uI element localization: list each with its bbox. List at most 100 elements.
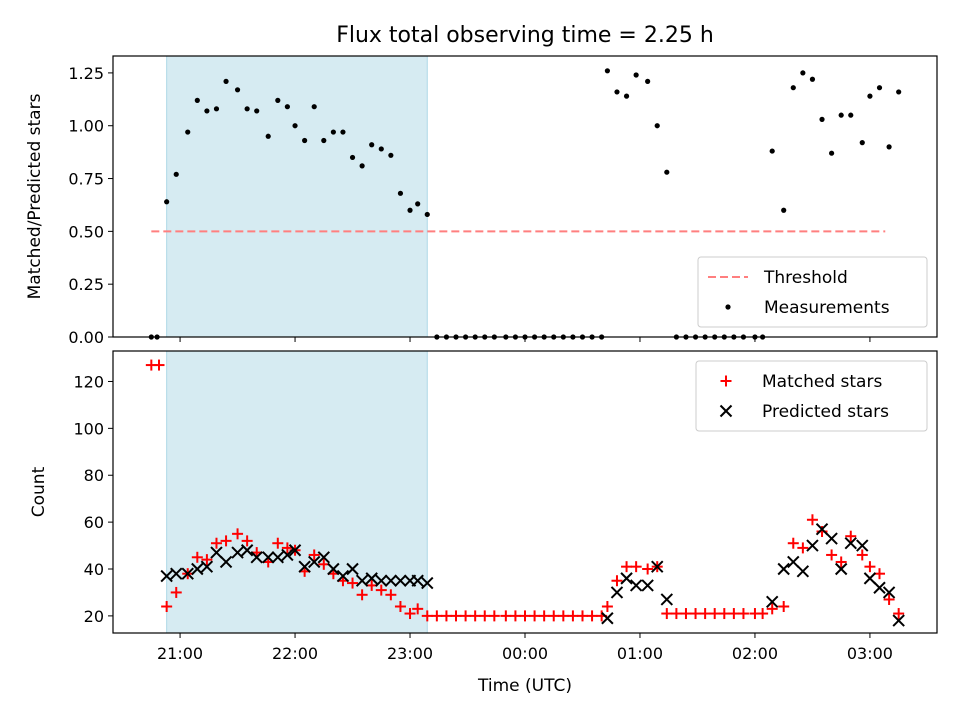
x-stroke-b xyxy=(892,614,905,627)
legend-label: Matched stars xyxy=(762,372,882,392)
matched-stars-series xyxy=(145,359,905,622)
matched-star-point xyxy=(412,603,424,615)
x-stroke-b xyxy=(834,562,848,576)
matched-star-point xyxy=(272,537,284,549)
measurement-point xyxy=(769,148,775,154)
measurement-point xyxy=(848,112,854,118)
y-tick-label: 1.25 xyxy=(68,64,104,83)
measurement-point xyxy=(321,137,327,144)
predicted-star-point xyxy=(411,574,424,587)
matched-star-point xyxy=(488,610,500,622)
matched-star-point xyxy=(766,603,778,615)
matched-star-point xyxy=(421,610,433,622)
x-tick-label: 03:00 xyxy=(847,644,893,663)
x-stroke-b xyxy=(346,562,359,576)
matched-star-point xyxy=(210,537,222,549)
x-stroke-b xyxy=(777,562,790,576)
predicted-star-point xyxy=(240,544,254,557)
predicted-star-point xyxy=(787,555,800,569)
x-tick-label: 01:00 xyxy=(617,644,663,663)
matched-star-point xyxy=(232,528,244,540)
x-stroke-b xyxy=(271,551,285,564)
matched-star-point xyxy=(201,554,213,566)
predicted-star-point xyxy=(271,551,285,564)
x-stroke-b xyxy=(288,544,302,557)
matched-star-point xyxy=(728,608,740,620)
matched-star-point xyxy=(161,601,173,613)
x-stroke-b xyxy=(231,546,244,559)
predicted-star-point xyxy=(231,546,244,559)
predicted-star-point xyxy=(375,574,388,587)
matched-star-point xyxy=(845,530,857,542)
measurement-point xyxy=(397,190,404,196)
measurement-point xyxy=(330,129,336,135)
x-stroke-b xyxy=(629,579,643,592)
predicted-star-point xyxy=(806,539,819,552)
measurement-point xyxy=(819,116,825,122)
legend-label: Threshold xyxy=(763,268,848,288)
predicted-star-point xyxy=(250,551,263,564)
predicted-star-point xyxy=(298,560,311,573)
matched-star-point xyxy=(601,601,613,613)
x-stroke-b xyxy=(719,404,733,418)
measurement-point xyxy=(645,78,651,84)
measurement-point xyxy=(275,97,281,103)
x-stroke-b xyxy=(298,560,311,573)
measurement-point xyxy=(340,129,346,135)
x-stroke-b xyxy=(240,544,254,557)
x-stroke-b xyxy=(355,574,369,587)
measurement-point xyxy=(809,76,816,82)
x-stroke-b xyxy=(384,574,398,587)
observing-window-shade xyxy=(166,350,428,634)
x-stroke-b xyxy=(365,572,378,585)
predicted-star-point xyxy=(219,555,233,569)
measurement-point xyxy=(378,146,384,152)
matched-star-point xyxy=(680,608,692,620)
matched-star-point xyxy=(431,610,443,622)
predicted-star-point xyxy=(336,569,350,583)
legend-predicted-swatch xyxy=(719,404,733,418)
matched-star-point xyxy=(538,610,550,622)
y-axis-label: Count xyxy=(29,466,49,517)
x-stroke-b xyxy=(660,593,674,606)
predicted-star-point xyxy=(365,572,378,585)
predicted-star-point xyxy=(777,562,790,576)
x-stroke-b xyxy=(882,586,896,599)
measurement-point xyxy=(173,171,179,177)
matched-star-point xyxy=(469,610,481,622)
y-tick-label: 0.25 xyxy=(68,275,104,294)
x-stroke-b xyxy=(796,565,810,578)
x-stroke-b xyxy=(825,532,838,545)
predicted-star-point xyxy=(191,562,204,576)
predicted-star-point xyxy=(281,548,294,562)
predicted-star-point xyxy=(856,539,869,552)
matched-star-point xyxy=(440,610,452,622)
matched-star-point xyxy=(586,610,598,622)
legend-label: Predicted stars xyxy=(762,402,889,422)
matched-star-point xyxy=(356,589,368,601)
matched-star-point xyxy=(220,535,232,547)
x-stroke-b xyxy=(181,567,194,580)
matched-star-point xyxy=(191,551,203,563)
x-stroke-b xyxy=(856,539,869,552)
predicted-star-point xyxy=(601,612,614,625)
measurement-point xyxy=(829,150,835,156)
x-stroke-b xyxy=(219,555,233,569)
measurement-point xyxy=(292,123,298,129)
x-stroke-b xyxy=(308,555,321,569)
matched-star-point xyxy=(893,608,905,620)
x-stroke-b xyxy=(863,572,877,585)
measurement-point xyxy=(867,93,873,99)
x-stroke-b xyxy=(375,574,388,587)
matched-star-point xyxy=(642,563,654,575)
measurement-point xyxy=(254,108,260,114)
predicted-star-point xyxy=(844,537,857,550)
y-tick-label: 60 xyxy=(84,513,104,532)
x-tick-label: 00:00 xyxy=(502,644,548,663)
matched-star-point xyxy=(281,542,293,554)
matched-star-point xyxy=(718,608,730,620)
legend-matched-swatch xyxy=(720,375,732,387)
measurement-point xyxy=(311,104,317,110)
legend: Matched stars Predicted stars xyxy=(695,360,928,432)
predicted-star-point xyxy=(346,562,359,576)
